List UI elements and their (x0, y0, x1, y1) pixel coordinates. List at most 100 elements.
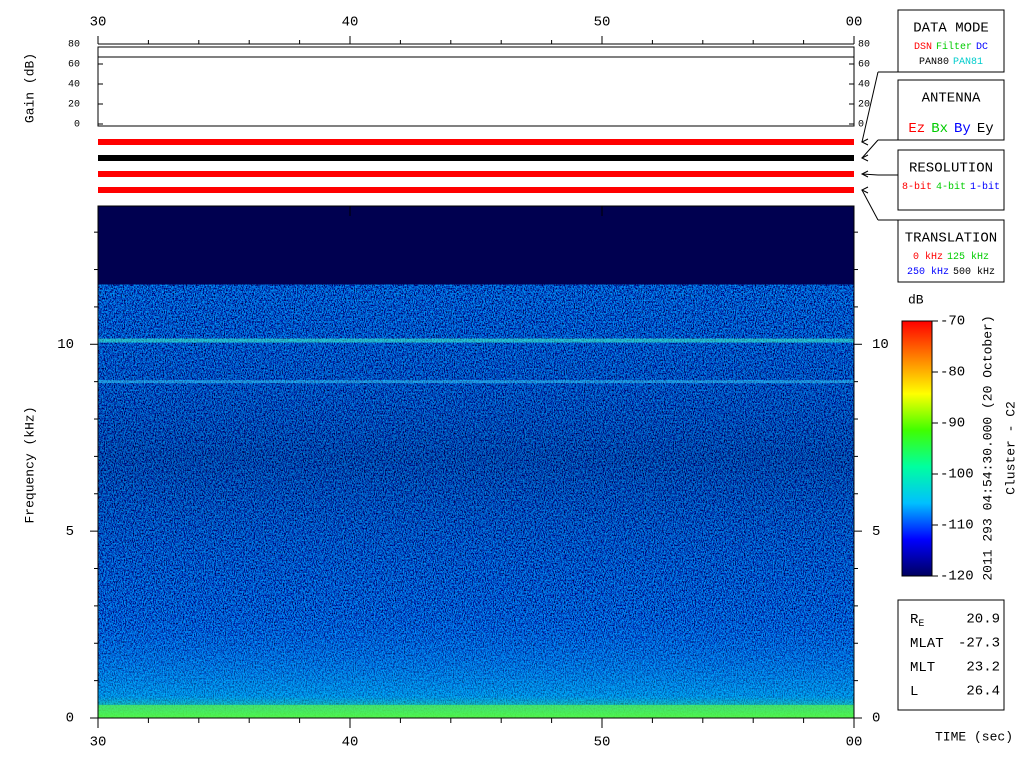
panel-title: RESOLUTION (909, 161, 993, 177)
info-label-text: R (910, 612, 919, 628)
gain-tick-label: 0 (858, 120, 864, 131)
info-value: 23.2 (966, 660, 1000, 676)
panel-link (861, 189, 879, 221)
timestamp: 2011 293 04:54:30.000 (20 October) (980, 315, 995, 580)
panel-title: ANTENNA (922, 91, 981, 107)
panel-box (897, 79, 1005, 141)
gain-tick-label: 0 (74, 120, 80, 131)
x-tick-label: 50 (594, 735, 611, 751)
status-bar (98, 171, 854, 177)
colorbar-label: dB (908, 292, 924, 307)
y-tick-label: 5 (66, 524, 74, 540)
panel-item: Ey (977, 121, 994, 137)
colorbar-tick-label: -120 (940, 569, 974, 585)
gain-tick-label: 80 (858, 40, 870, 51)
status-bar (98, 155, 854, 161)
panel-item: DC (976, 42, 988, 53)
x-tick-label: 00 (846, 735, 863, 751)
panel-item: 125 kHz (947, 251, 989, 263)
panel-link (861, 71, 879, 143)
panel-item: Ez (908, 121, 925, 137)
panel-item: 4-bit (936, 181, 966, 193)
panel-arrow (860, 154, 869, 162)
panel-row: 8-bit 4-bit 1-bit (902, 181, 1000, 193)
colorbar-tick-label: -100 (940, 467, 974, 483)
panel-link (861, 173, 879, 176)
info-label-text: MLT (910, 660, 935, 676)
panel-link (861, 139, 879, 159)
panel-arrow (860, 186, 869, 194)
y-tick-label: 0 (872, 711, 880, 727)
y-tick-label: 5 (872, 524, 880, 540)
panel-row: 0 kHz 125 kHz (913, 251, 989, 263)
info-value: 26.4 (966, 684, 1000, 700)
colorbar-tick-label: -110 (940, 518, 974, 534)
gain-tick-label: 80 (68, 40, 80, 51)
y-tick-label: 10 (57, 337, 74, 353)
panel-item: 1-bit (970, 181, 1000, 193)
panel-item: 0 kHz (913, 251, 943, 263)
panel-row: PAN80 PAN81 (919, 57, 983, 68)
colorbar (901, 320, 933, 577)
panel-item: DSN (914, 42, 932, 53)
info-label-sub: E (918, 619, 924, 630)
info-label: RE (910, 612, 924, 630)
x-axis-label: TIME (sec) (935, 729, 1013, 744)
y-tick-label: 0 (66, 711, 74, 727)
spacecraft: Cluster - C2 (1003, 401, 1018, 495)
emission-line (98, 380, 854, 384)
panel-arrow (860, 138, 869, 146)
info-label: L (910, 684, 918, 700)
gain-tick-label: 40 (68, 80, 80, 91)
x-tick-label: 40 (342, 735, 359, 751)
panel-item: Filter (936, 41, 972, 53)
status-bar (98, 187, 854, 193)
plot-frame (97, 205, 855, 719)
info-label: MLT (910, 660, 935, 676)
panel-item: PAN80 (919, 57, 949, 68)
gain-tick-label: 60 (68, 60, 80, 71)
panel-box (897, 9, 1005, 73)
gain-tick-label: 60 (858, 60, 870, 71)
gain-tick-label: 40 (858, 80, 870, 91)
panel-item: 8-bit (902, 181, 932, 193)
panel-box (897, 149, 1005, 211)
panel-row: Ez Bx By Ey (908, 121, 993, 137)
x-tick-label: 40 (342, 15, 359, 31)
panel-item: By (954, 121, 971, 137)
y-axis-label: Frequency (kHz) (22, 406, 37, 523)
info-box (897, 599, 1005, 711)
panel-box (897, 219, 1005, 283)
x-tick-label: 00 (846, 15, 863, 31)
x-tick-label: 50 (594, 15, 611, 31)
colorbar-tick-label: -80 (940, 365, 965, 381)
colorbar-tick-label: -90 (940, 416, 965, 432)
panel-item: PAN81 (953, 57, 983, 68)
panel-item: Bx (931, 121, 948, 137)
spectrogram-floor (98, 284, 854, 718)
info-label-text: MLAT (910, 636, 944, 652)
info-label-text: L (910, 684, 918, 700)
panel-title: DATA MODE (913, 21, 989, 37)
panel-row: 250 kHz 500 kHz (907, 266, 995, 278)
panel-row: DSN Filter DC (914, 41, 988, 53)
emission-line (98, 338, 854, 343)
panel-arrow (860, 170, 869, 178)
status-bar (98, 139, 854, 145)
panel-title: TRANSLATION (905, 231, 997, 247)
emission-band (98, 704, 854, 718)
info-value: 20.9 (966, 612, 1000, 628)
gain-tick-label: 20 (68, 100, 80, 111)
gain-tick-label: 20 (858, 100, 870, 111)
colorbar-tick-label: -70 (940, 314, 965, 330)
x-tick-label: 30 (90, 735, 107, 751)
y-tick-label: 10 (872, 337, 889, 353)
gain-frame (97, 46, 855, 127)
panel-item: 250 kHz (907, 266, 949, 278)
gain-axis-label: Gain (dB) (22, 53, 37, 123)
panel-item: 500 kHz (953, 266, 995, 278)
info-label: MLAT (910, 636, 944, 652)
info-value: -27.3 (958, 636, 1000, 652)
spectrogram-quiet (98, 206, 854, 285)
